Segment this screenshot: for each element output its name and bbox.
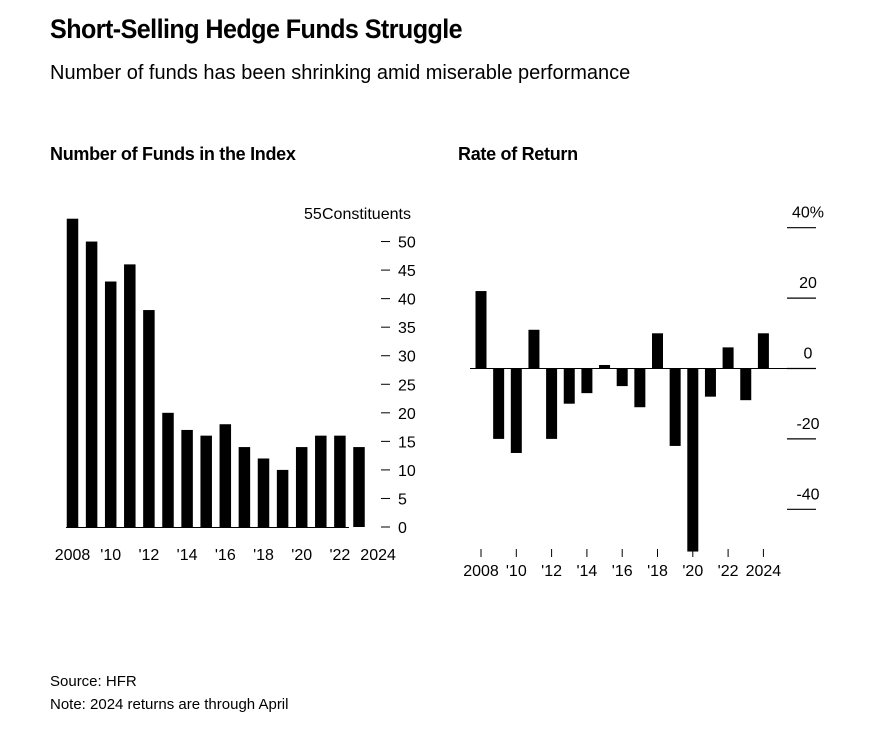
- returns-xtick-label: '22: [718, 563, 739, 580]
- returns-bar-2020: [687, 368, 699, 552]
- funds-xtick-label: 2008: [55, 547, 91, 564]
- returns-bar-2017: [634, 368, 646, 408]
- funds-ytick-label: 40: [398, 292, 416, 309]
- funds-ytick-label: 30: [398, 349, 416, 366]
- returns-xtick-label: '10: [506, 563, 527, 580]
- page-title: Short-Selling Hedge Funds Struggle: [50, 14, 463, 44]
- returns-bar-2024: [757, 333, 769, 369]
- returns-xtick-label: '12: [541, 563, 562, 580]
- funds-xtick-label: '14: [177, 547, 198, 564]
- returns-bar-2012: [546, 368, 558, 439]
- returns-bar-2018: [652, 333, 663, 369]
- funds-chart-title: Number of Funds in the Index: [50, 144, 296, 164]
- returns-ytick-label: 40%: [792, 205, 824, 222]
- returns-chart-title: Rate of Return: [458, 144, 578, 164]
- funds-bar-2012: [143, 310, 155, 527]
- page-subtitle: Number of funds has been shrinking amid …: [50, 62, 631, 84]
- funds-ytick-label: 15: [398, 434, 416, 451]
- funds-ytick-label: 0: [398, 520, 407, 537]
- funds-bar-2017: [238, 447, 251, 527]
- returns-bar-2010: [510, 368, 522, 453]
- funds-xtick-label: '20: [291, 547, 312, 564]
- returns-bar-2014: [581, 368, 593, 394]
- funds-bar-2011: [124, 264, 136, 527]
- funds-bar-2016: [219, 424, 232, 527]
- funds-bar-2013: [162, 412, 174, 527]
- returns-bar-2008: [475, 291, 487, 369]
- funds-ytick-label: 25: [398, 377, 416, 394]
- returns-bar-2013: [563, 368, 575, 404]
- returns-chart: -40 -20 0 20 40% 2008 '10 '12 '14 '16 '18 '20 '22 202…: [463, 205, 824, 580]
- returns-bar-2023: [740, 368, 752, 401]
- funds-ytick-label: 5: [398, 491, 407, 508]
- funds-bar-2014: [181, 429, 193, 527]
- funds-xtick-label: 2024: [360, 547, 396, 564]
- returns-xtick-label: '18: [647, 563, 668, 580]
- returns-ytick-label: 0: [804, 346, 813, 363]
- funds-bar-2018: [257, 458, 270, 527]
- footnote: Note: 2024 returns are through April: [50, 696, 289, 713]
- returns-ytick-label: 20: [799, 275, 817, 292]
- returns-xtick-label: '14: [576, 563, 597, 580]
- funds-xtick-label: '16: [215, 547, 236, 564]
- funds-xtick-label: '10: [100, 547, 121, 564]
- funds-bar-2023: [353, 447, 365, 527]
- returns-bar-2022: [722, 347, 734, 369]
- funds-xtick-label: '18: [253, 547, 274, 564]
- returns-bar-2016: [616, 368, 628, 387]
- returns-ytick-label: -20: [796, 416, 819, 433]
- funds-xtick-label: '12: [138, 547, 159, 564]
- funds-bar-2008: [66, 218, 79, 527]
- funds-ytick-label: 35: [398, 320, 416, 337]
- funds-bar-2021: [315, 435, 327, 527]
- returns-xtick-label: '20: [682, 563, 703, 580]
- funds-bar-2010: [104, 281, 117, 527]
- returns-bar-2009: [493, 368, 505, 439]
- funds-bar-2009: [85, 241, 98, 527]
- funds-xtick-label: '22: [329, 547, 350, 564]
- returns-xtick-label: 2024: [746, 563, 782, 580]
- returns-xtick-label: '16: [612, 563, 633, 580]
- funds-ytick-label: 20: [398, 406, 416, 423]
- funds-ytick-label: 45: [398, 263, 416, 280]
- funds-bar-2015: [200, 435, 212, 527]
- funds-ytick-label: 10: [398, 463, 416, 480]
- funds-bar-2020: [295, 447, 308, 527]
- funds-unit-label: Constituents: [322, 206, 411, 223]
- returns-bar-2015: [599, 364, 611, 369]
- source-note: Source: HFR: [50, 673, 137, 690]
- returns-bar-2019: [669, 368, 681, 446]
- returns-ytick-label: -40: [796, 486, 819, 503]
- returns-bar-2011: [528, 329, 540, 369]
- returns-bar-2021: [704, 368, 716, 397]
- funds-ytick-label: 50: [398, 235, 416, 252]
- funds-bar-2019: [276, 469, 289, 527]
- returns-xtick-label: 2008: [463, 563, 499, 580]
- funds-bar-2022: [334, 435, 346, 527]
- funds-ytick-label: 55: [304, 206, 322, 223]
